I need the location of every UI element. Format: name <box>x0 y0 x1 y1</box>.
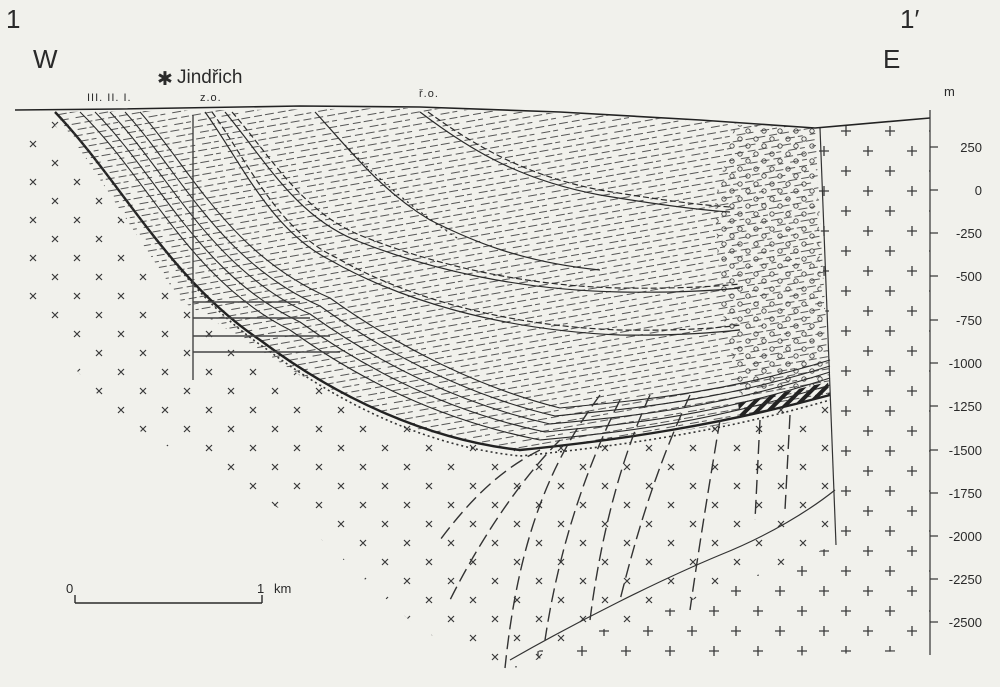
depth-axis <box>929 110 938 655</box>
conglomerate-wedge <box>715 125 825 395</box>
depth-tick-label: -250 <box>955 226 982 241</box>
scale-bar-end-label: 1 <box>257 581 265 596</box>
section-start-label: 1 <box>6 4 21 34</box>
depth-tick-label: 0 <box>974 183 982 198</box>
granite-east <box>505 118 930 668</box>
borehole-lines <box>192 115 340 380</box>
hatched-bed <box>738 382 830 417</box>
basin-fill <box>55 108 830 450</box>
depth-unit-label: m <box>944 84 955 99</box>
thrust-lines <box>509 127 837 661</box>
depth-tick-label: -2500 <box>948 615 982 630</box>
scale-bar-start-label: 0 <box>66 581 74 596</box>
depth-tick-label: -1500 <box>948 443 982 458</box>
mine-name-label: Jindřich <box>177 67 243 88</box>
depth-tick-label: -1250 <box>948 399 982 414</box>
depth-tick-label: -1000 <box>948 356 982 371</box>
west-label: W <box>33 44 58 74</box>
depth-tick-label: -2000 <box>948 529 982 544</box>
scale-bar <box>74 595 263 604</box>
zo-label: z.o. <box>200 92 222 104</box>
coal-seams-west <box>79 111 831 441</box>
section-end-label: 1′ <box>900 4 920 34</box>
depth-tick-label: -500 <box>955 269 982 284</box>
surface-line <box>14 105 931 129</box>
mine-symbol-icon: ✱ <box>157 69 173 90</box>
depth-tick-label: -1750 <box>948 486 982 501</box>
basin-base-dotted <box>59 117 831 457</box>
depth-tick-label: -750 <box>955 313 982 328</box>
east-label: E <box>883 44 901 74</box>
basement-west <box>15 110 835 670</box>
depth-tick-label: -2250 <box>948 572 982 587</box>
coal-seams-upper <box>204 111 741 336</box>
ro-label: ř.o. <box>419 88 439 100</box>
scale-bar-unit-label: km <box>274 581 292 596</box>
fault-lines <box>439 394 791 669</box>
seams-label: III. II. I. <box>87 92 132 104</box>
depth-tick-label: 250 <box>960 140 982 155</box>
